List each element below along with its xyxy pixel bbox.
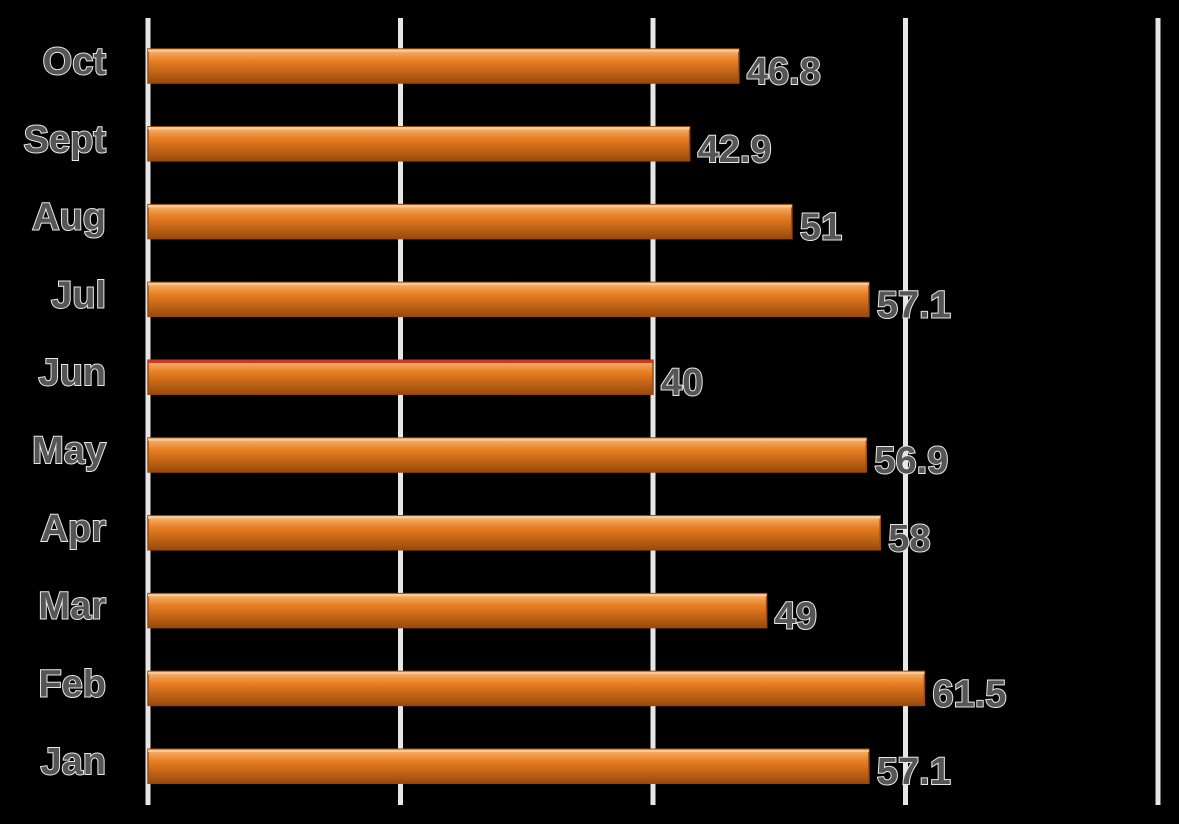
data-label-mar: 49 — [775, 596, 817, 638]
data-label-aug: 51 — [800, 207, 842, 249]
data-label-jul: 57.1 — [877, 284, 951, 326]
data-label-jan: 57.1 — [877, 751, 951, 793]
category-label-may: May — [32, 430, 106, 472]
data-label-feb: 61.5 — [932, 673, 1006, 715]
category-label-jul: Jul — [51, 274, 106, 316]
bar-may — [147, 437, 868, 473]
bar-mar — [147, 592, 768, 629]
labels: Jan 57.1 Feb 61.5 Mar 49 Apr 58 May 56.9 Jun 40 Jul 5… — [23, 40, 1008, 794]
bar-jul — [147, 281, 870, 318]
bar-jun — [147, 359, 654, 395]
data-label-jun: 40 — [661, 362, 703, 404]
bar-sept — [147, 126, 691, 162]
category-label-apr: Apr — [41, 508, 107, 550]
category-label-mar: Mar — [38, 586, 106, 628]
category-label-aug: Aug — [32, 197, 106, 239]
bar-jan — [147, 748, 870, 784]
bar-oct — [147, 48, 740, 84]
bar-aug — [147, 203, 793, 240]
category-label-sept: Sept — [24, 119, 107, 161]
data-label-apr: 58 — [888, 518, 930, 560]
category-label-jan: Jan — [41, 741, 106, 783]
category-label-jun: Jun — [38, 352, 106, 394]
category-label-oct: Oct — [43, 41, 107, 83]
bar-feb — [147, 670, 926, 707]
data-label-oct: 46.8 — [747, 51, 821, 93]
data-label-sept: 42.9 — [698, 129, 772, 171]
category-label-feb: Feb — [38, 663, 106, 705]
bars — [147, 48, 926, 784]
bar-apr — [147, 515, 881, 551]
data-label-may: 56.9 — [874, 440, 948, 482]
